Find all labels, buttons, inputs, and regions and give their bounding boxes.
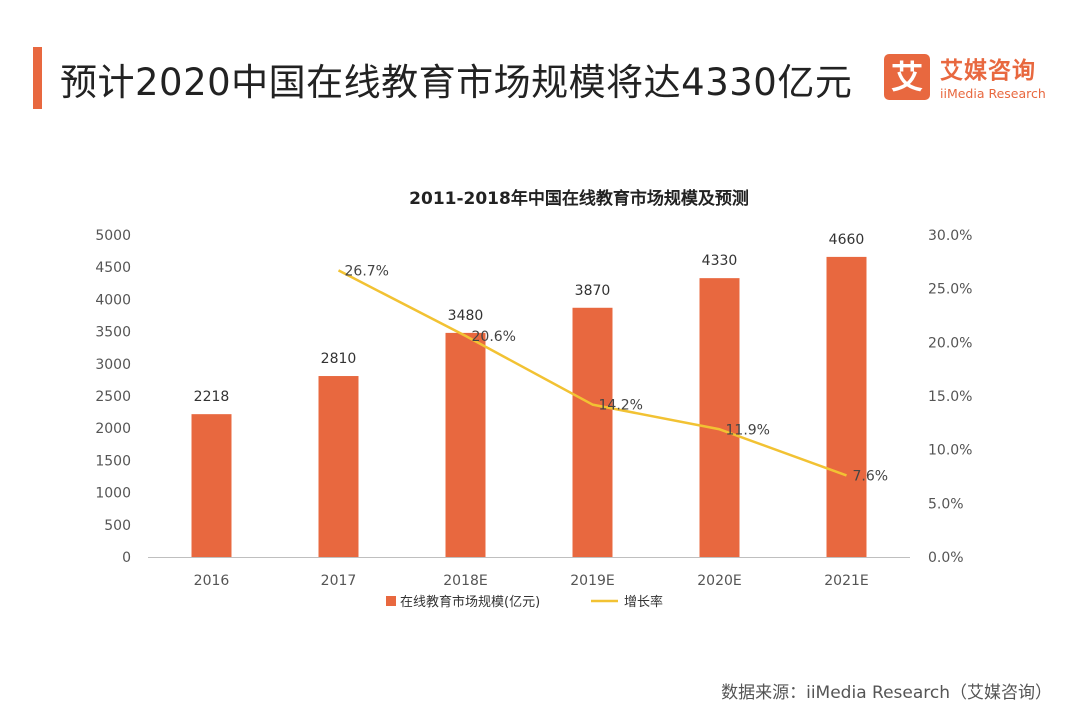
bar-value-label: 2810	[321, 351, 357, 367]
x-axis-tick-label: 2019E	[570, 573, 614, 589]
y-axis-tick-label: 4000	[95, 292, 131, 308]
logo-name-en: iiMedia Research	[940, 86, 1046, 101]
y-axis-tick-label: 3500	[95, 325, 131, 341]
y-axis-tick-label: 500	[104, 518, 131, 534]
growth-rate-label: 7.6%	[853, 468, 889, 484]
growth-rate-line	[337, 269, 847, 477]
bar	[699, 278, 740, 557]
y2-axis-tick-label: 10.0%	[928, 443, 972, 459]
growth-rate-label: 11.9%	[726, 422, 770, 438]
growth-rate-label: 20.6%	[472, 329, 516, 345]
y-axis-tick-label: 0	[122, 550, 131, 566]
y2-axis-tick-label: 25.0%	[928, 282, 972, 298]
y2-axis-tick-label: 30.0%	[928, 228, 972, 244]
bar	[318, 376, 359, 557]
y2-axis-tick-label: 0.0%	[928, 550, 964, 566]
bar	[191, 414, 232, 557]
bar	[445, 332, 486, 557]
y-axis-tick-label: 4500	[95, 260, 131, 276]
bar	[572, 307, 613, 557]
growth-rate-label: 26.7%	[345, 263, 389, 279]
x-axis-tick-label: 2018E	[443, 573, 487, 589]
y2-axis-tick-label: 20.0%	[928, 335, 972, 351]
x-axis-tick-label: 2021E	[824, 573, 868, 589]
logo-mark-icon: 艾	[884, 54, 930, 100]
y2-axis-tick-label: 5.0%	[928, 496, 964, 512]
page-title: 预计2020中国在线教育市场规模将达4330亿元	[60, 61, 853, 104]
logo-name-cn: 艾媒咨询	[940, 58, 1036, 84]
legend-line-label: 增长率	[624, 594, 663, 610]
brand-logo: 艾 艾媒咨询 iiMedia Research	[884, 52, 1054, 108]
x-axis-tick-label: 2020E	[697, 573, 741, 589]
bar-value-label: 3870	[575, 283, 611, 299]
y-axis-tick-label: 2000	[95, 421, 131, 437]
bar-value-label: 3480	[448, 308, 484, 324]
bar	[826, 256, 867, 557]
bar-value-label: 2218	[194, 389, 230, 405]
source-note: 数据来源：iiMedia Research（艾媒咨询）	[721, 683, 1052, 703]
y-axis-tick-label: 2500	[95, 389, 131, 405]
market-size-chart: 2011-2018年中国在线教育市场规模及预测 0 500 1000 1500 2000 2…	[95, 188, 972, 610]
title-accent-bar	[33, 47, 42, 109]
x-axis-tick-label: 2016	[194, 573, 230, 589]
growth-rate-label: 14.2%	[599, 398, 643, 414]
chart-title: 2011-2018年中国在线教育市场规模及预测	[409, 188, 749, 209]
bar-value-label: 4660	[829, 232, 865, 248]
x-axis-tick-label: 2017	[321, 573, 357, 589]
y-axis-tick-label: 1000	[95, 486, 131, 502]
y-axis-tick-label: 3000	[95, 357, 131, 373]
y-axis-tick-label: 5000	[95, 228, 131, 244]
y2-axis-tick-label: 15.0%	[928, 389, 972, 405]
legend-bar-swatch	[386, 596, 396, 606]
y-axis-tick-label: 1500	[95, 453, 131, 469]
bar-value-label: 4330	[702, 253, 738, 269]
legend-bar-label: 在线教育市场规模(亿元)	[400, 594, 540, 610]
